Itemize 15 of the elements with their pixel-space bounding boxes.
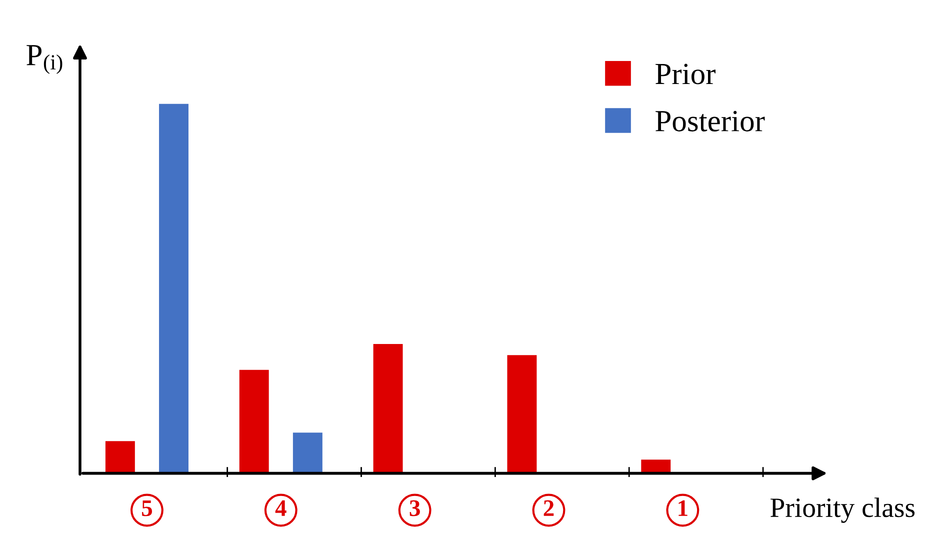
bar [159, 104, 188, 474]
bar [292, 432, 322, 474]
bar [239, 370, 269, 474]
y-axis-title: P$_{(i)}$ [26, 45, 62, 74]
bar [507, 355, 537, 474]
x-tick-label: 5 [142, 500, 152, 516]
x-tick-label: 1 [678, 500, 688, 516]
x-tick-label: 3 [410, 500, 420, 516]
bar [105, 441, 135, 474]
x-axis-title: Priority class [770, 498, 915, 523]
legend-label: Posterior [656, 110, 765, 132]
bar [373, 344, 403, 474]
legend-label: Prior [656, 64, 716, 84]
x-tick-label: 2 [544, 500, 554, 516]
x-tick-label: 4 [275, 500, 286, 516]
